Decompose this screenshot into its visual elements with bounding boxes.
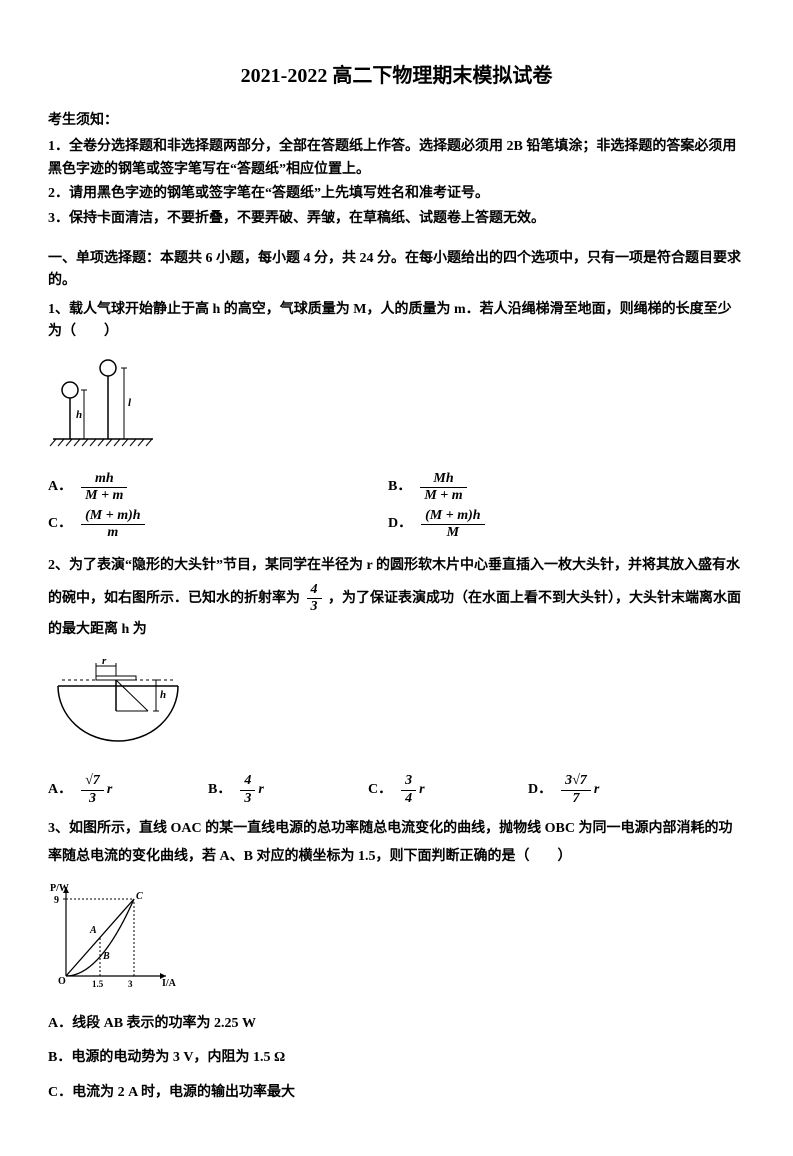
notice-header: 考生须知： bbox=[48, 110, 745, 132]
q2-option-b: B． 43 r bbox=[208, 773, 328, 806]
question-3: 3、如图所示，直线 OAC 的某一直线电源的总功率随总电流变化的曲线，抛物线 O… bbox=[48, 815, 745, 1105]
q3-option-a: A．线段 AB 表示的功率为 2.25 W bbox=[48, 1013, 745, 1035]
svg-text:I/A: I/A bbox=[162, 978, 177, 989]
q3-option-b: B．电源的电动势为 3 V，内阻为 1.5 Ω bbox=[48, 1047, 745, 1069]
svg-text:l: l bbox=[128, 397, 132, 409]
q3-figure: P/W I/A O 9 1.5 3 A B C bbox=[48, 881, 745, 999]
instruction-1: 1．全卷分选择题和非选择题两部分，全部在答题纸上作答。选择题必须用 2B 铅笔填… bbox=[48, 136, 745, 181]
svg-text:h: h bbox=[160, 689, 166, 701]
q1-option-d: D． (M + m)hM bbox=[388, 508, 728, 541]
q3-option-c: C．电流为 2 A 时，电源的输出功率最大 bbox=[48, 1082, 745, 1104]
q1-option-b: B． MhM + m bbox=[388, 471, 728, 504]
q1-text: 1、载人气球开始静止于高 h 的高空，气球质量为 M，人的质量为 m．若人沿绳梯… bbox=[48, 299, 745, 344]
q2-text: 2、为了表演“隐形的大头针”节目，某同学在半径为 r 的圆形软木片中心垂直插入一… bbox=[48, 551, 745, 646]
svg-text:r: r bbox=[102, 656, 107, 667]
svg-text:h: h bbox=[76, 409, 82, 421]
instruction-3: 3．保持卡面清洁，不要折叠，不要弄破、弄皱，在草稿纸、试题卷上答题无效。 bbox=[48, 208, 745, 230]
question-1: 1、载人气球开始静止于高 h 的高空，气球质量为 M，人的质量为 m．若人沿绳梯… bbox=[48, 299, 745, 546]
q2-figure: r h bbox=[48, 656, 745, 759]
q3-text: 3、如图所示，直线 OAC 的某一直线电源的总功率随总电流变化的曲线，抛物线 O… bbox=[48, 815, 745, 871]
q2-option-a: A． √73 r bbox=[48, 773, 168, 806]
q2-option-d: D． 3√77 r bbox=[528, 773, 648, 806]
svg-text:C: C bbox=[136, 891, 143, 902]
instruction-2: 2．请用黑色字迹的钢笔或签字笔在“答题纸”上先填写姓名和准考证号。 bbox=[48, 183, 745, 205]
svg-text:A: A bbox=[89, 925, 97, 936]
svg-text:3: 3 bbox=[128, 979, 133, 989]
page-title: 2021-2022 高二下物理期末模拟试卷 bbox=[48, 60, 745, 92]
q1-option-c: C． (M + m)hm bbox=[48, 508, 388, 541]
svg-text:9: 9 bbox=[54, 895, 59, 906]
svg-text:B: B bbox=[102, 951, 110, 962]
q2-option-c: C． 34 r bbox=[368, 773, 488, 806]
q1-option-a: A． mhM + m bbox=[48, 471, 388, 504]
section1-intro: 一、单项选择题：本题共 6 小题，每小题 4 分，共 24 分。在每小题给出的四… bbox=[48, 248, 745, 293]
svg-text:P/W: P/W bbox=[50, 883, 69, 894]
svg-text:O: O bbox=[58, 976, 66, 987]
svg-text:1.5: 1.5 bbox=[92, 979, 104, 989]
question-2: 2、为了表演“隐形的大头针”节目，某同学在半径为 r 的圆形软木片中心垂直插入一… bbox=[48, 551, 745, 806]
q1-figure: h l bbox=[48, 354, 745, 457]
